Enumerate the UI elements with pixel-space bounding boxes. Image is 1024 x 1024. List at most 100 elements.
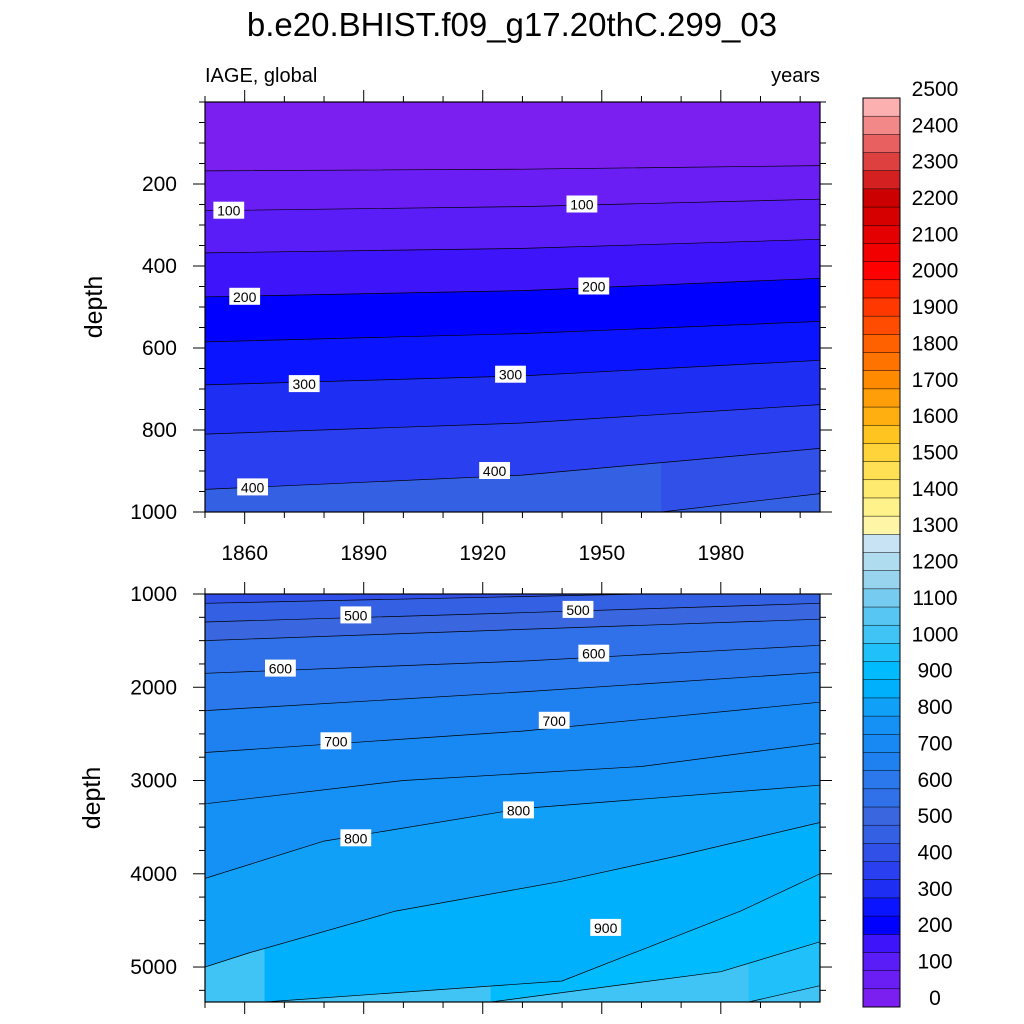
contour-label-box <box>340 606 372 624</box>
colorbar-frame <box>862 97 901 1008</box>
colorbar-swatch <box>863 407 900 426</box>
contour-label: 700 <box>538 711 570 729</box>
plot-frame <box>204 593 821 1003</box>
contour-line <box>205 742 820 805</box>
contour-label: 700 <box>320 732 352 750</box>
contour-label: 800 <box>340 829 372 847</box>
colorbar-label: 2200 <box>912 187 959 210</box>
colorbar-label: 1900 <box>912 296 959 319</box>
colorbar-swatch <box>863 170 900 190</box>
upper-axes: 1860 1890 1920 1950 1980 200 400 600 800 1000 <box>130 90 832 565</box>
colorbar-swatch <box>863 752 900 771</box>
x-tick-label: 1890 <box>340 542 387 565</box>
contour-label-box <box>590 918 622 936</box>
contour-label-text: 700 <box>543 713 567 729</box>
colorbar-label: 1700 <box>912 369 959 392</box>
contour-label: 200 <box>229 287 261 305</box>
contour-label: 100 <box>213 201 245 219</box>
colorbar-swatch <box>863 98 900 117</box>
colorbar-swatch <box>863 116 900 135</box>
contour-label-box <box>320 732 352 750</box>
colorbar-label: 600 <box>917 769 952 792</box>
colorbar-swatch <box>863 152 900 172</box>
contour-label-box <box>495 365 526 383</box>
colorbar-swatch <box>863 134 900 153</box>
contour-label-box <box>562 600 594 618</box>
contour-label: 900 <box>590 918 622 936</box>
contour-label-text: 100 <box>570 197 594 213</box>
colorbar-swatch <box>863 716 900 735</box>
contour-label: 800 <box>503 801 534 819</box>
contour-band <box>205 102 820 171</box>
colorbar-label: 400 <box>917 842 952 865</box>
contour-label-text: 600 <box>269 661 293 677</box>
contour-label-box <box>229 287 261 305</box>
colorbar-swatch <box>863 934 900 953</box>
contour-line <box>264 873 820 1002</box>
colorbar-swatch <box>863 552 900 571</box>
contour-label: 400 <box>479 462 510 479</box>
colorbar-label: 1800 <box>912 332 959 355</box>
colorbar-swatch <box>863 643 900 662</box>
colorbar-swatch <box>863 625 900 644</box>
colorbar-label: 700 <box>917 732 952 755</box>
colorbar-swatch <box>863 279 900 299</box>
colorbar-label: 2400 <box>912 114 959 137</box>
colorbar-swatch <box>863 479 900 499</box>
colorbar-label: 200 <box>917 914 952 937</box>
colorbar-swatch <box>863 679 900 699</box>
colorbar-swatch <box>863 425 900 444</box>
y-tick-label: 400 <box>142 255 177 278</box>
y-tick-label: 5000 <box>130 956 177 979</box>
colorbar-swatch <box>863 861 900 881</box>
colorbar-label: 100 <box>917 951 952 974</box>
colorbar-swatch <box>863 352 900 371</box>
contour-label: 300 <box>288 375 320 393</box>
contour-label-text: 300 <box>293 376 317 392</box>
upper-depth-panel: 100 100 200 200 300 300 400 400 1860 1890 1920 195… <box>80 90 832 565</box>
contour-label-text: 600 <box>582 646 606 662</box>
lower-y-axis-label: depth <box>78 767 106 830</box>
contour-label: 600 <box>578 644 610 662</box>
colorbar-swatch <box>863 188 900 208</box>
contour-line <box>205 784 820 879</box>
colorbar-label: 1100 <box>912 587 957 610</box>
colorbar-label: 1300 <box>912 514 959 537</box>
right-subtitle: years <box>771 65 820 87</box>
contour-label-box <box>566 195 598 213</box>
colorbar-label: 1600 <box>912 405 959 428</box>
lower-depth-panel: 500 500 600 600 700 700 800 800 900 1000 2000 3000… <box>78 582 832 1014</box>
contour-label: 400 <box>237 478 268 496</box>
colorbar-swatch <box>863 988 900 1008</box>
contour-label-box <box>538 711 570 729</box>
colorbar-label: 800 <box>917 696 952 719</box>
contour-label-text: 200 <box>233 289 257 305</box>
colorbar-swatch <box>863 843 900 862</box>
contour-line <box>205 448 820 490</box>
colorbar-swatch <box>863 370 900 390</box>
colorbar-swatch <box>863 497 900 517</box>
contour-label-text: 900 <box>594 920 618 936</box>
colorbar-label: 500 <box>917 805 952 828</box>
contour-label: 500 <box>562 600 594 618</box>
x-tick-label: 1860 <box>221 542 268 565</box>
lower-contour-labels: 500 500 600 600 700 700 800 800 900 <box>265 600 622 936</box>
contour-line <box>205 594 642 604</box>
contour-label: 100 <box>566 195 598 213</box>
upper-contour-labels: 100 100 200 200 300 300 400 400 <box>213 195 610 496</box>
colorbar: 0 100 200 300 400 500 600 700 800 900 1000 1100 1200… <box>862 78 959 1010</box>
contour-label: 500 <box>340 606 372 624</box>
x-tick-label: 1950 <box>578 542 625 565</box>
contour-label-box <box>503 801 534 819</box>
colorbar-swatch <box>863 261 900 281</box>
contour-label-box <box>213 201 245 219</box>
colorbar-swatch <box>863 207 900 226</box>
contour-label-text: 800 <box>344 830 368 846</box>
figure-title: b.e20.BHIST.f09_g17.20thC.299_03 <box>247 6 777 43</box>
lower-contour-lines <box>205 594 820 1002</box>
contour-label-box <box>578 644 610 662</box>
contour-label-text: 400 <box>483 463 507 479</box>
colorbar-swatch <box>863 516 900 535</box>
contour-line <box>205 404 820 435</box>
contour-label-box <box>265 659 296 677</box>
